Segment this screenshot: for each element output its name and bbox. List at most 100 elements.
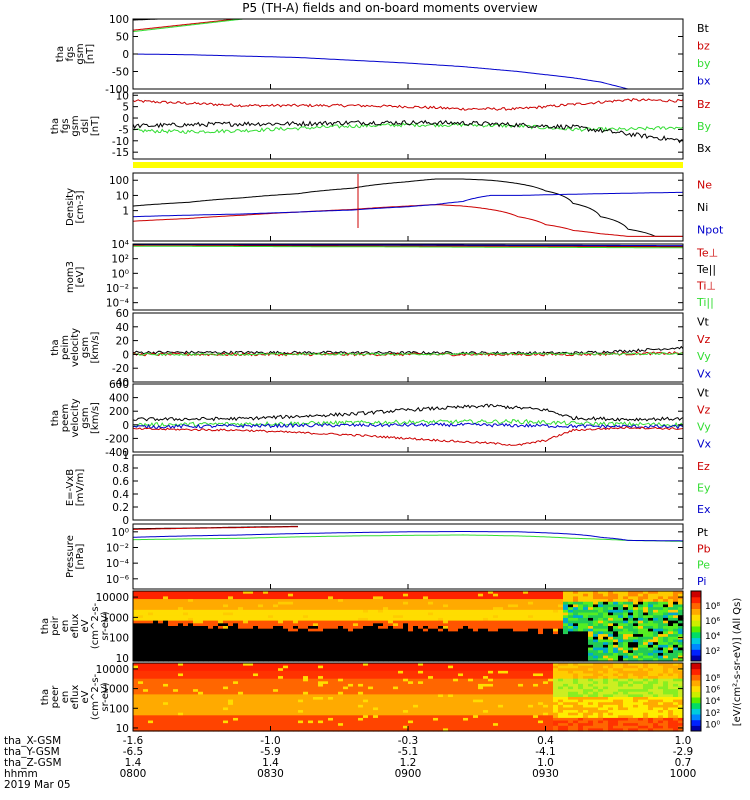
heatmap-cell: [373, 615, 379, 619]
heatmap-cell: [468, 631, 474, 635]
heatmap-cell: [378, 628, 384, 632]
heatmap-cell: [443, 668, 449, 672]
heatmap-cell: [458, 607, 464, 611]
heatmap-cell: [278, 623, 284, 627]
heatmap-cell: [618, 609, 624, 614]
heatmap-cell: [183, 655, 189, 659]
heatmap-cell: [213, 704, 219, 709]
heatmap-cell: [263, 673, 269, 677]
heatmap-cell: [668, 615, 674, 619]
heatmap-cell: [433, 599, 439, 603]
heatmap-cell: [193, 599, 199, 603]
heatmap-cell: [268, 650, 274, 654]
heatmap-cell: [473, 658, 479, 662]
heatmap-cell: [573, 617, 579, 622]
heatmap-cell: [498, 615, 504, 619]
heatmap-cell: [408, 615, 414, 619]
heatmap-cell: [458, 609, 464, 614]
heatmap-cell: [403, 707, 409, 711]
heatmap-cell: [403, 650, 409, 654]
heatmap-cell: [143, 650, 149, 654]
heatmap-cell: [403, 634, 409, 638]
heatmap-cell: [403, 717, 409, 722]
heatmap-cell: [308, 617, 314, 622]
heatmap-cell: [623, 609, 629, 614]
heatmap-cell: [583, 623, 589, 627]
heatmap-cell: [258, 631, 264, 635]
heatmap-cell: [383, 647, 389, 651]
heatmap-cell: [143, 601, 149, 606]
heatmap-cell: [398, 702, 404, 706]
heatmap-cell: [393, 628, 399, 632]
heatmap-cell: [138, 617, 144, 622]
heatmap-cell: [553, 620, 559, 624]
heatmap-cell: [268, 628, 274, 632]
heatmap-cell: [293, 683, 299, 688]
heatmap-cell: [358, 681, 364, 685]
heatmap-cell: [298, 686, 304, 690]
heatmap-cell: [323, 720, 329, 724]
heatmap-cell: [163, 655, 169, 659]
heatmap-cell: [363, 691, 369, 695]
heatmap-cell: [403, 673, 409, 677]
heatmap-cell: [648, 628, 654, 632]
heatmap-cell: [238, 702, 244, 706]
heatmap-cell: [363, 668, 369, 672]
heatmap-cell: [448, 623, 454, 627]
heatmap-cell: [318, 593, 324, 597]
heatmap-cell: [638, 615, 644, 619]
heatmap-cell: [518, 631, 524, 635]
heatmap-cell: [198, 668, 204, 672]
heatmap-cell: [198, 650, 204, 654]
heatmap-cell: [383, 702, 389, 706]
heatmap-cell: [178, 681, 184, 685]
heatmap-cell: [578, 615, 584, 619]
heatmap-cell: [378, 710, 384, 714]
heatmap-cell: [393, 676, 399, 680]
heatmap-cell: [413, 634, 419, 638]
heatmap-cell: [273, 636, 279, 641]
heatmap-cell: [148, 601, 154, 606]
heatmap-cell: [358, 691, 364, 695]
heatmap-cell: [318, 612, 324, 616]
heatmap-cell: [468, 728, 474, 732]
heatmap-cell: [383, 652, 389, 657]
heatmap-cell: [478, 604, 484, 608]
heatmap-cell: [623, 591, 629, 595]
y-label-line: tha: [40, 618, 51, 634]
heatmap-cell: [283, 676, 289, 680]
heatmap-cell: [423, 676, 429, 680]
heatmap-cell: [488, 593, 494, 597]
heatmap-cell: [328, 658, 334, 662]
heatmap-cell: [538, 607, 544, 611]
heatmap-cell: [408, 710, 414, 714]
heatmap-cell: [153, 676, 159, 680]
y-tick-label: 0.8: [112, 463, 129, 475]
heatmap-cell: [253, 694, 259, 698]
heatmap-cell: [188, 665, 194, 669]
heatmap-cell: [228, 639, 234, 643]
heatmap-cell: [318, 728, 324, 732]
heatmap-cell: [583, 642, 589, 646]
heatmap-cell: [358, 668, 364, 672]
heatmap-cell: [568, 599, 574, 603]
heatmap-cell: [278, 668, 284, 672]
heatmap-cell: [243, 712, 249, 716]
heatmap-cell: [193, 623, 199, 627]
heatmap-cell: [313, 710, 319, 714]
heatmap-cell: [363, 717, 369, 722]
heatmap-cell: [318, 723, 324, 727]
heatmap-cell: [553, 617, 559, 622]
heatmap-cell: [158, 655, 164, 659]
heatmap-cell: [318, 710, 324, 714]
heatmap-cell: [173, 607, 179, 611]
heatmap-cell: [338, 636, 344, 641]
heatmap-cell: [668, 652, 674, 657]
heatmap-cell: [448, 615, 454, 619]
heatmap-cell: [313, 681, 319, 685]
legend-entry: Vx: [697, 367, 712, 380]
heatmap-cell: [208, 704, 214, 709]
heatmap-cell: [233, 596, 239, 600]
heatmap-cell: [443, 663, 449, 667]
heatmap-cell: [198, 702, 204, 706]
